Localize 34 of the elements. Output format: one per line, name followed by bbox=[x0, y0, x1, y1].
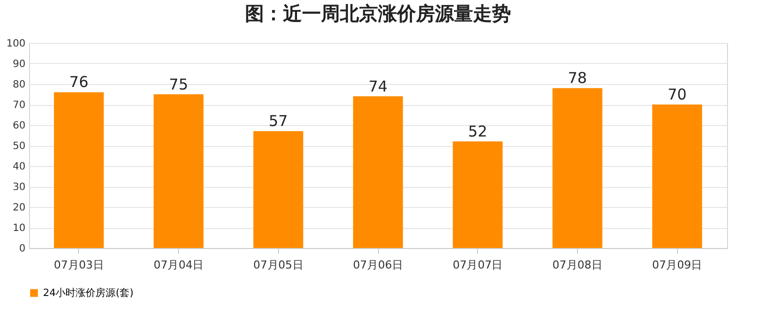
y-tick-label: 20 bbox=[12, 202, 26, 214]
x-tick-label: 07月04日 bbox=[154, 258, 204, 272]
x-tick-label: 07月08日 bbox=[552, 258, 602, 272]
y-tick-label: 60 bbox=[12, 120, 26, 132]
legend-label: 24小时涨价房源(套) bbox=[43, 287, 134, 299]
y-tick-label: 80 bbox=[12, 80, 26, 90]
bar bbox=[154, 94, 204, 248]
x-tick-label: 07月09日 bbox=[652, 258, 702, 272]
x-tick-label: 07月06日 bbox=[353, 258, 403, 272]
data-label: 74 bbox=[368, 77, 388, 96]
data-label: 52 bbox=[468, 122, 488, 140]
y-tick-label: 90 bbox=[12, 59, 26, 70]
bar bbox=[552, 88, 602, 248]
bar bbox=[54, 92, 104, 248]
y-tick-label: 40 bbox=[12, 162, 26, 172]
bar bbox=[652, 104, 702, 248]
x-tick-label: 07月05日 bbox=[253, 258, 304, 272]
data-label: 57 bbox=[268, 112, 288, 130]
data-label: 76 bbox=[69, 73, 88, 92]
bar bbox=[253, 131, 304, 248]
y-tick-label: 100 bbox=[6, 38, 26, 50]
data-label: 78 bbox=[568, 69, 587, 88]
y-tick-label: 50 bbox=[12, 141, 26, 152]
chart-title: 图：近一周北京涨价房源量走势 bbox=[245, 3, 511, 25]
bar bbox=[353, 96, 403, 248]
y-tick-label: 10 bbox=[12, 223, 26, 234]
y-tick-label: 70 bbox=[12, 100, 26, 111]
y-tick-label: 30 bbox=[12, 182, 26, 193]
x-tick-label: 07月07日 bbox=[452, 258, 503, 272]
data-label: 75 bbox=[169, 75, 188, 94]
bar bbox=[452, 141, 503, 248]
x-tick-label: 07月03日 bbox=[54, 258, 104, 272]
y-tick-label: 0 bbox=[19, 244, 26, 254]
data-label: 70 bbox=[668, 86, 687, 104]
